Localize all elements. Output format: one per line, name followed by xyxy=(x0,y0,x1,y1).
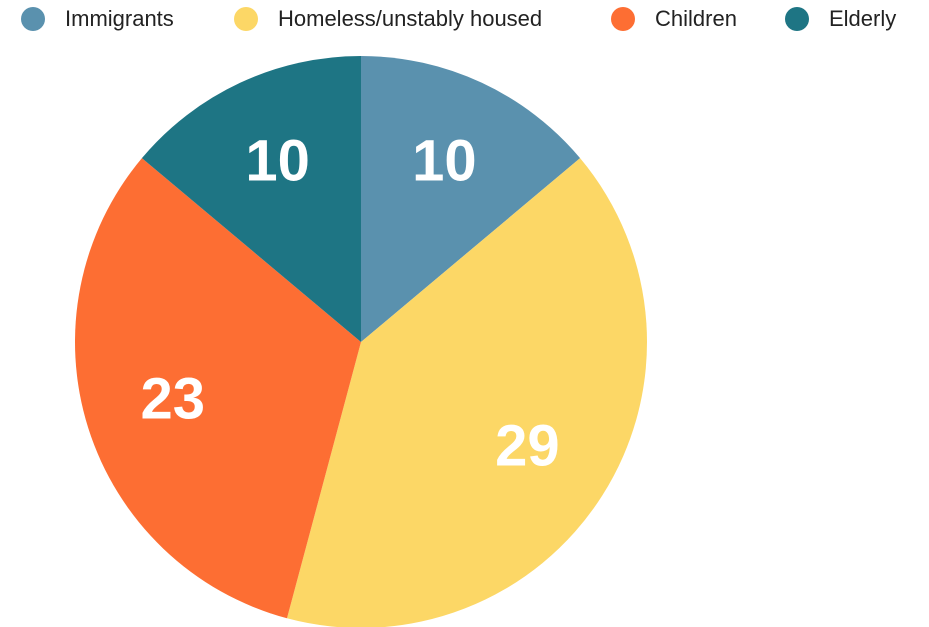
legend-swatch xyxy=(21,7,45,31)
legend-swatch xyxy=(785,7,809,31)
legend-label: Immigrants xyxy=(65,6,174,31)
legend-swatch xyxy=(234,7,258,31)
legend-label: Children xyxy=(655,6,737,31)
legend-swatch xyxy=(611,7,635,31)
pie-slice xyxy=(286,158,647,627)
data-label: 10 xyxy=(412,128,477,193)
data-label: 29 xyxy=(495,413,560,478)
data-label: 23 xyxy=(141,367,206,432)
pie-slice xyxy=(361,56,581,342)
pie-slice xyxy=(141,56,361,342)
pie-slice xyxy=(74,158,361,619)
legend-label: Homeless/unstably housed xyxy=(278,6,542,31)
data-label: 10 xyxy=(245,128,310,193)
legend-label: Elderly xyxy=(829,6,896,31)
